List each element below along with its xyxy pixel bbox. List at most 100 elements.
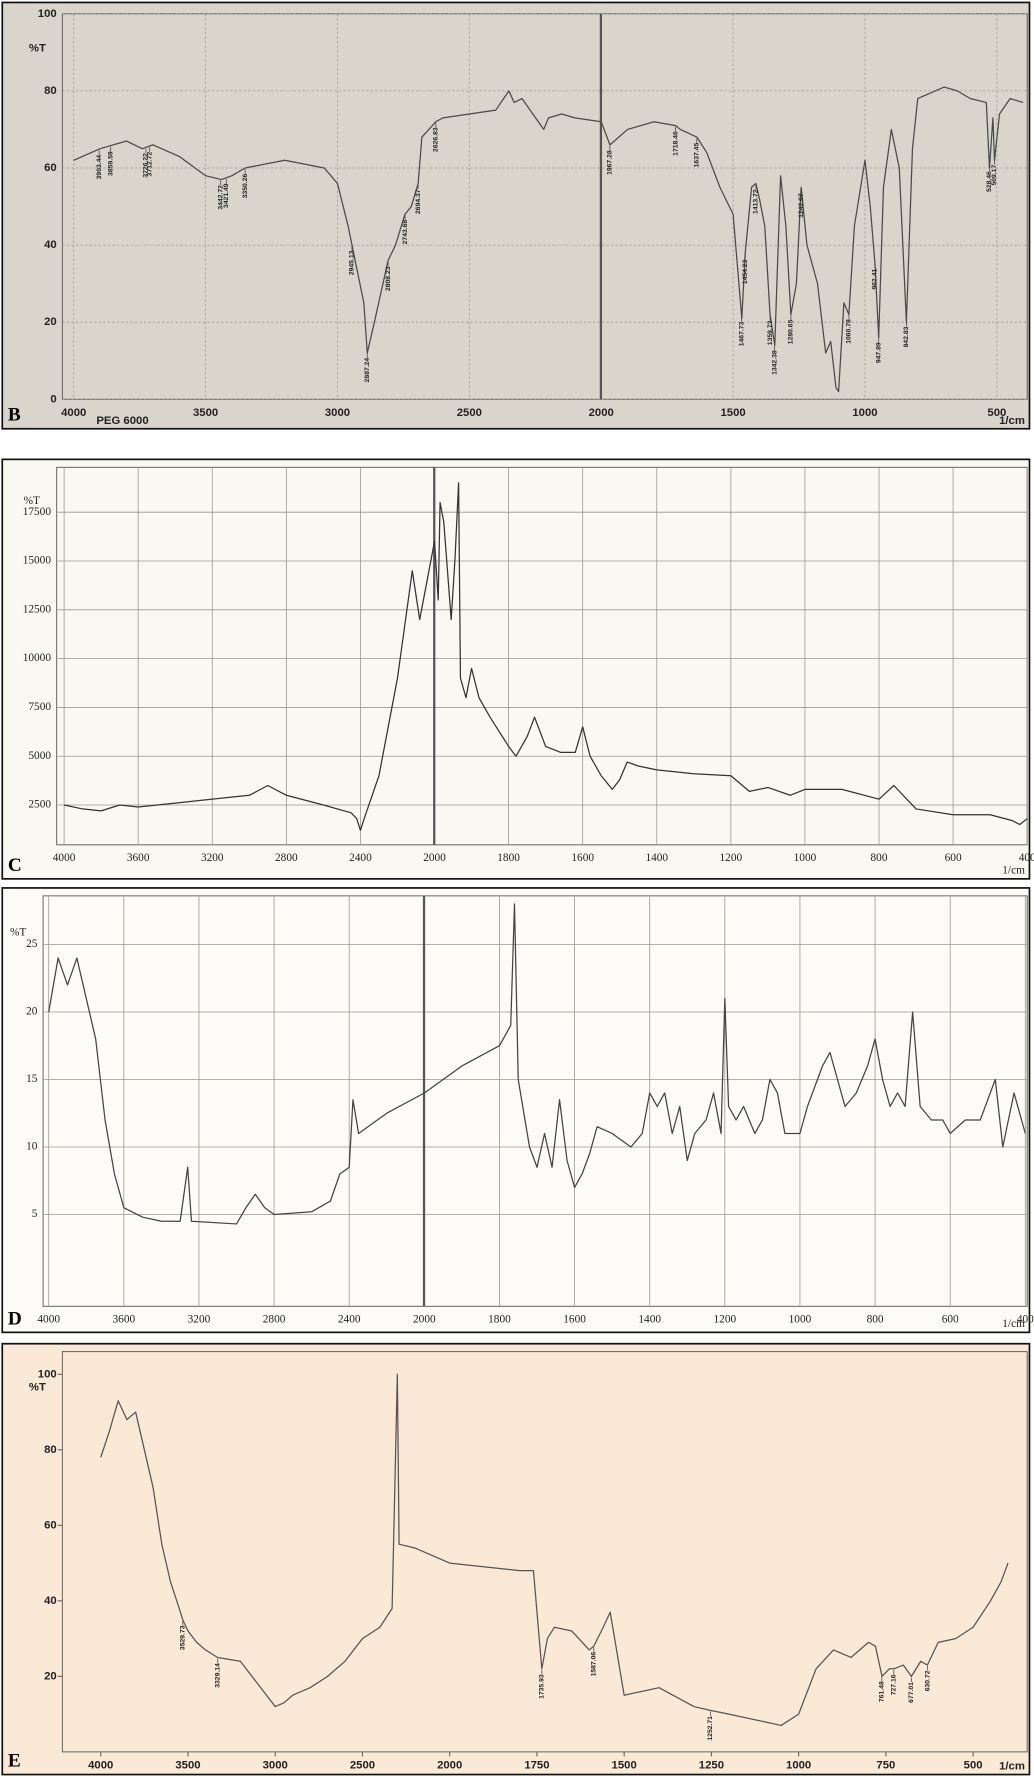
panel-letter: B (8, 405, 21, 426)
y-tick-label: 0 (50, 393, 56, 405)
x-tick-label: 1000 (789, 1313, 812, 1325)
x-tick-label: 600 (942, 1313, 959, 1325)
y-tick-label: 25 (26, 938, 38, 950)
peak-label: 3421.49 (223, 183, 230, 208)
x-tick-label: 2500 (350, 1759, 375, 1771)
x-tick-label: 4000 (61, 407, 86, 419)
y-axis-label: %T (29, 1382, 46, 1394)
peak-label: 509.17 (991, 165, 998, 186)
peak-label: 3859.59 (108, 151, 115, 176)
peak-label: 2626.83 (433, 127, 440, 152)
x-tick-label: 1400 (638, 1313, 661, 1325)
x-tick-label: 2400 (349, 852, 372, 864)
x-tick-label: 800 (871, 852, 888, 864)
peak-label: 677.01 (908, 1682, 915, 1703)
peak-label: 1280.65 (788, 319, 795, 344)
x-tick-label: 1250 (699, 1759, 724, 1771)
y-tick-label: 60 (44, 162, 57, 174)
x-tick-label: 2000 (413, 1313, 436, 1325)
x-tick-label: 1000 (852, 407, 877, 419)
x-tick-label: 3200 (201, 852, 224, 864)
peak-label: 3903.44 (96, 155, 103, 180)
peak-label: 1454.23 (742, 259, 749, 284)
y-tick-label: 7500 (28, 701, 51, 713)
peak-label: 1718.46 (672, 131, 679, 156)
x-tick-label: 3500 (175, 1759, 200, 1771)
peak-label: 1252.71 (707, 1716, 714, 1741)
y-tick-label: 20 (44, 316, 57, 328)
peak-label: 1242.07 (798, 193, 805, 218)
y-tick-label: 5 (32, 1208, 38, 1220)
x-tick-label: 3600 (127, 852, 150, 864)
x-tick-label: 400 (1019, 852, 1034, 864)
peak-label: 1467.73 (738, 321, 745, 346)
y-tick-label: 100 (38, 8, 57, 20)
y-tick-label: 40 (44, 1595, 57, 1607)
sample-name: PEG 6000 (96, 415, 148, 427)
y-tick-label: 17500 (23, 506, 52, 518)
x-tick-label: 600 (945, 852, 962, 864)
x-tick-label: 750 (876, 1759, 895, 1771)
panel-letter: E (8, 1750, 21, 1771)
peak-label: 1413.72 (753, 189, 760, 214)
figure: 4000350030002500200015001000500020406080… (0, 0, 1034, 1777)
x-axis-label: 1/cm (1002, 1318, 1025, 1330)
x-tick-label: 3500 (193, 407, 218, 419)
x-tick-label: 3600 (113, 1313, 136, 1325)
x-tick-label: 3200 (188, 1313, 211, 1325)
y-tick-label: 80 (44, 85, 57, 97)
y-axis-label: %T (24, 495, 40, 507)
y-tick-label: 40 (44, 239, 57, 251)
x-tick-label: 800 (867, 1313, 884, 1325)
peak-label: 1967.28 (607, 150, 614, 175)
x-tick-label: 1800 (497, 852, 520, 864)
peak-label: 1342.38 (771, 350, 778, 375)
peak-label: 3350.26 (242, 173, 249, 198)
x-tick-label: 1000 (794, 852, 817, 864)
peak-label: 947.89 (876, 342, 883, 363)
peak-label: 3712.72 (146, 152, 153, 177)
peak-label: 761.48 (879, 1681, 886, 1702)
y-tick-label: 10 (26, 1141, 38, 1153)
y-tick-label: 12500 (23, 603, 52, 615)
y-tick-label: 15 (26, 1073, 38, 1085)
peak-label: 2887.24 (364, 358, 371, 383)
peak-label: 1060.78 (846, 319, 853, 344)
x-tick-label: 1500 (612, 1759, 637, 1771)
peak-label: 2743.68 (402, 220, 409, 245)
y-tick-label: 60 (44, 1519, 57, 1531)
x-tick-label: 2500 (457, 407, 482, 419)
panel-frame (2, 2, 1029, 428)
x-tick-label: 2800 (263, 1313, 286, 1325)
y-axis-label: %T (29, 42, 46, 54)
y-tick-label: 100 (38, 1368, 57, 1380)
peak-label: 2694.37 (415, 189, 422, 214)
x-axis-label: 1/cm (1002, 865, 1025, 877)
x-tick-label: 4000 (53, 852, 76, 864)
x-tick-label: 1400 (645, 852, 668, 864)
peak-label: 1735.93 (539, 1674, 546, 1699)
panel-c: 4000 3600 3200 2800 2400 2000 1800 1600 1400 1200… (2, 459, 1034, 878)
x-tick-label: 1600 (571, 852, 594, 864)
x-axis-label: 1/cm (999, 415, 1025, 427)
x-tick-label: 2000 (589, 407, 614, 419)
panel-frame (2, 459, 1029, 878)
x-tick-label: 1600 (563, 1313, 586, 1325)
x-tick-label: 2800 (275, 852, 298, 864)
peak-label: 3329.14 (215, 1663, 222, 1688)
x-tick-label: 3000 (325, 407, 350, 419)
x-tick-label: 1200 (720, 852, 743, 864)
y-tick-label: 20 (26, 1006, 38, 1018)
y-tick-label: 15000 (23, 555, 52, 567)
peak-label: 1637.45 (694, 143, 701, 168)
y-axis-label: %T (10, 926, 26, 938)
y-tick-label: 10000 (23, 652, 52, 664)
x-axis-label: 1/cm (999, 1761, 1025, 1773)
peak-label: 1587.06 (591, 1652, 598, 1677)
y-tick-label: 80 (44, 1444, 57, 1456)
x-tick-label: 2000 (423, 852, 446, 864)
x-tick-label: 1800 (488, 1313, 511, 1325)
peak-label: 842.83 (903, 326, 910, 347)
x-tick-label: 4000 (88, 1759, 113, 1771)
